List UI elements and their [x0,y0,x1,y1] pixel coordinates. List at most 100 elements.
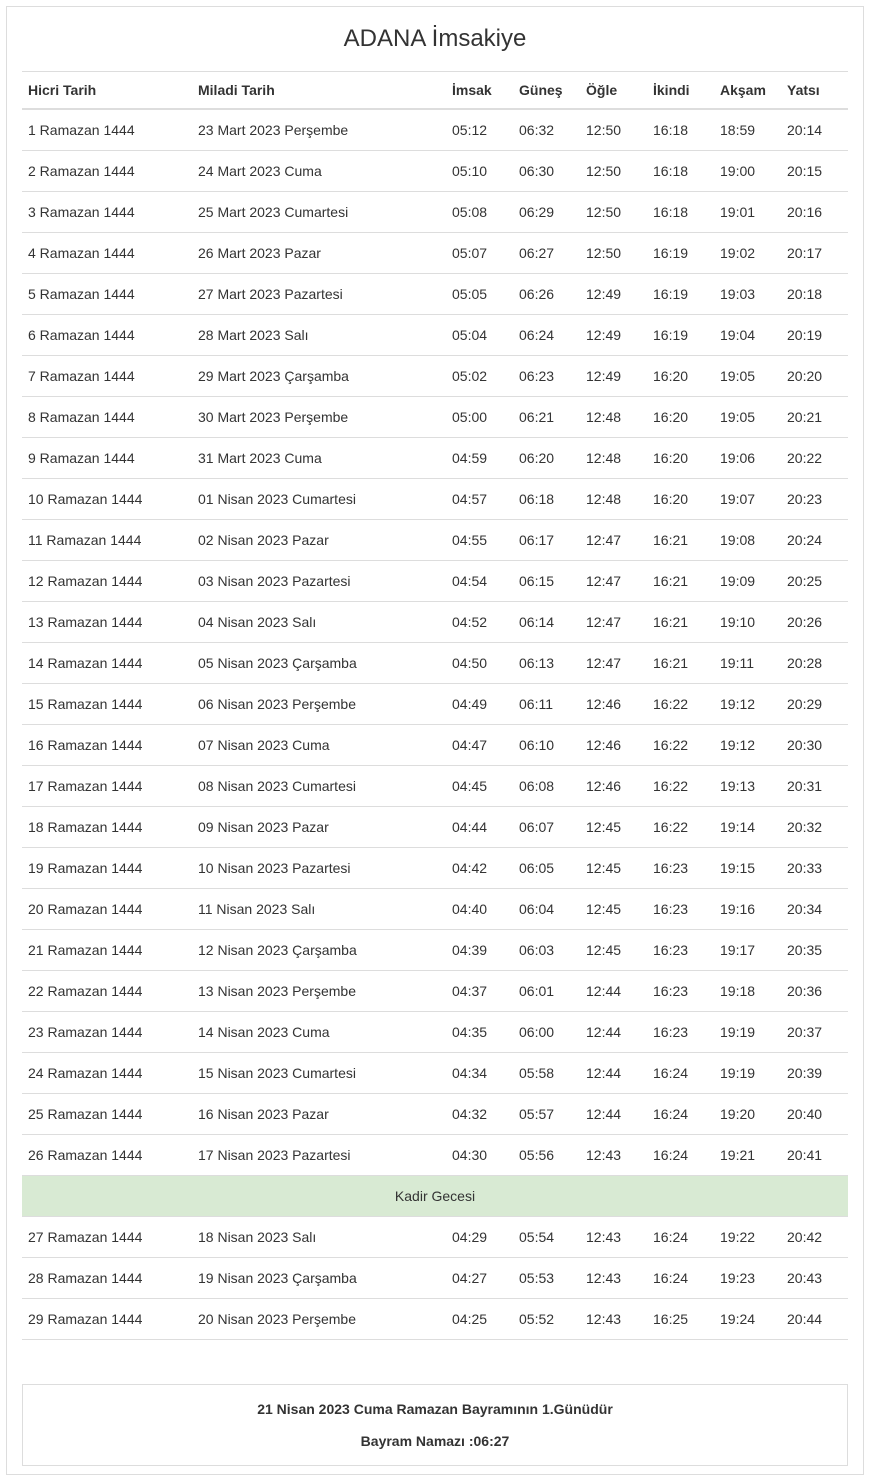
cell-aksam: 19:14 [714,807,781,848]
cell-miladi: 17 Nisan 2023 Pazartesi [192,1135,446,1176]
cell-aksam: 19:19 [714,1053,781,1094]
col-ogle: Öğle [580,72,647,110]
cell-ogle: 12:47 [580,520,647,561]
cell-ogle: 12:45 [580,807,647,848]
cell-ogle: 12:48 [580,479,647,520]
cell-hicri: 11 Ramazan 1444 [22,520,192,561]
cell-ogle: 12:44 [580,1012,647,1053]
cell-yatsi: 20:43 [781,1258,848,1299]
cell-gunes: 06:01 [513,971,580,1012]
table-row: 24 Ramazan 144415 Nisan 2023 Cumartesi04… [22,1053,848,1094]
cell-ogle: 12:50 [580,233,647,274]
cell-gunes: 05:56 [513,1135,580,1176]
cell-hicri: 24 Ramazan 1444 [22,1053,192,1094]
cell-aksam: 19:05 [714,356,781,397]
cell-yatsi: 20:40 [781,1094,848,1135]
cell-aksam: 19:04 [714,315,781,356]
cell-imsak: 04:34 [446,1053,513,1094]
cell-miladi: 02 Nisan 2023 Pazar [192,520,446,561]
cell-ikindi: 16:20 [647,356,714,397]
cell-ikindi: 16:22 [647,725,714,766]
table-row: 23 Ramazan 144414 Nisan 2023 Cuma04:3506… [22,1012,848,1053]
col-yatsi: Yatsı [781,72,848,110]
cell-yatsi: 20:37 [781,1012,848,1053]
cell-yatsi: 20:15 [781,151,848,192]
cell-yatsi: 20:22 [781,438,848,479]
cell-hicri: 16 Ramazan 1444 [22,725,192,766]
cell-ogle: 12:43 [580,1258,647,1299]
cell-gunes: 06:14 [513,602,580,643]
cell-miladi: 27 Mart 2023 Pazartesi [192,274,446,315]
cell-ikindi: 16:23 [647,848,714,889]
page-title: ADANA İmsakiye [7,25,863,53]
cell-yatsi: 20:35 [781,930,848,971]
cell-aksam: 19:22 [714,1217,781,1258]
table-row: 19 Ramazan 144410 Nisan 2023 Pazartesi04… [22,848,848,889]
table-row: 1 Ramazan 144423 Mart 2023 Perşembe05:12… [22,109,848,151]
table-row: 7 Ramazan 144429 Mart 2023 Çarşamba05:02… [22,356,848,397]
cell-yatsi: 20:25 [781,561,848,602]
cell-imsak: 04:27 [446,1258,513,1299]
cell-gunes: 06:00 [513,1012,580,1053]
cell-hicri: 29 Ramazan 1444 [22,1299,192,1340]
cell-hicri: 25 Ramazan 1444 [22,1094,192,1135]
cell-ikindi: 16:24 [647,1094,714,1135]
cell-yatsi: 20:29 [781,684,848,725]
cell-ogle: 12:47 [580,602,647,643]
cell-miladi: 31 Mart 2023 Cuma [192,438,446,479]
cell-miladi: 18 Nisan 2023 Salı [192,1217,446,1258]
cell-yatsi: 20:41 [781,1135,848,1176]
cell-yatsi: 20:20 [781,356,848,397]
cell-yatsi: 20:34 [781,889,848,930]
cell-aksam: 19:01 [714,192,781,233]
cell-ikindi: 16:19 [647,315,714,356]
cell-ogle: 12:43 [580,1299,647,1340]
cell-aksam: 19:09 [714,561,781,602]
cell-ogle: 12:45 [580,889,647,930]
cell-imsak: 04:47 [446,725,513,766]
cell-yatsi: 20:31 [781,766,848,807]
col-miladi: Miladi Tarih [192,72,446,110]
cell-yatsi: 20:19 [781,315,848,356]
cell-gunes: 06:04 [513,889,580,930]
cell-ogle: 12:46 [580,725,647,766]
cell-hicri: 7 Ramazan 1444 [22,356,192,397]
cell-hicri: 19 Ramazan 1444 [22,848,192,889]
cell-yatsi: 20:21 [781,397,848,438]
cell-gunes: 05:54 [513,1217,580,1258]
cell-hicri: 17 Ramazan 1444 [22,766,192,807]
table-row: 21 Ramazan 144412 Nisan 2023 Çarşamba04:… [22,930,848,971]
cell-ikindi: 16:19 [647,233,714,274]
cell-ikindi: 16:18 [647,109,714,151]
table-row: 4 Ramazan 144426 Mart 2023 Pazar05:0706:… [22,233,848,274]
cell-hicri: 9 Ramazan 1444 [22,438,192,479]
cell-aksam: 19:02 [714,233,781,274]
cell-miladi: 16 Nisan 2023 Pazar [192,1094,446,1135]
cell-hicri: 4 Ramazan 1444 [22,233,192,274]
cell-aksam: 19:07 [714,479,781,520]
cell-aksam: 19:12 [714,684,781,725]
cell-gunes: 06:18 [513,479,580,520]
cell-miladi: 12 Nisan 2023 Çarşamba [192,930,446,971]
cell-miladi: 23 Mart 2023 Perşembe [192,109,446,151]
cell-ogle: 12:49 [580,315,647,356]
cell-ikindi: 16:24 [647,1135,714,1176]
table-row: 29 Ramazan 144420 Nisan 2023 Perşembe04:… [22,1299,848,1340]
cell-ikindi: 16:24 [647,1053,714,1094]
cell-ikindi: 16:21 [647,561,714,602]
cell-ogle: 12:44 [580,1094,647,1135]
cell-hicri: 5 Ramazan 1444 [22,274,192,315]
cell-aksam: 19:11 [714,643,781,684]
cell-ikindi: 16:25 [647,1299,714,1340]
cell-imsak: 05:08 [446,192,513,233]
cell-imsak: 04:25 [446,1299,513,1340]
special-row-label: Kadir Gecesi [22,1176,848,1217]
cell-miladi: 25 Mart 2023 Cumartesi [192,192,446,233]
cell-yatsi: 20:39 [781,1053,848,1094]
table-row: 15 Ramazan 144406 Nisan 2023 Perşembe04:… [22,684,848,725]
cell-gunes: 05:53 [513,1258,580,1299]
cell-ikindi: 16:18 [647,192,714,233]
cell-aksam: 19:03 [714,274,781,315]
cell-ikindi: 16:24 [647,1217,714,1258]
table-row: 14 Ramazan 144405 Nisan 2023 Çarşamba04:… [22,643,848,684]
